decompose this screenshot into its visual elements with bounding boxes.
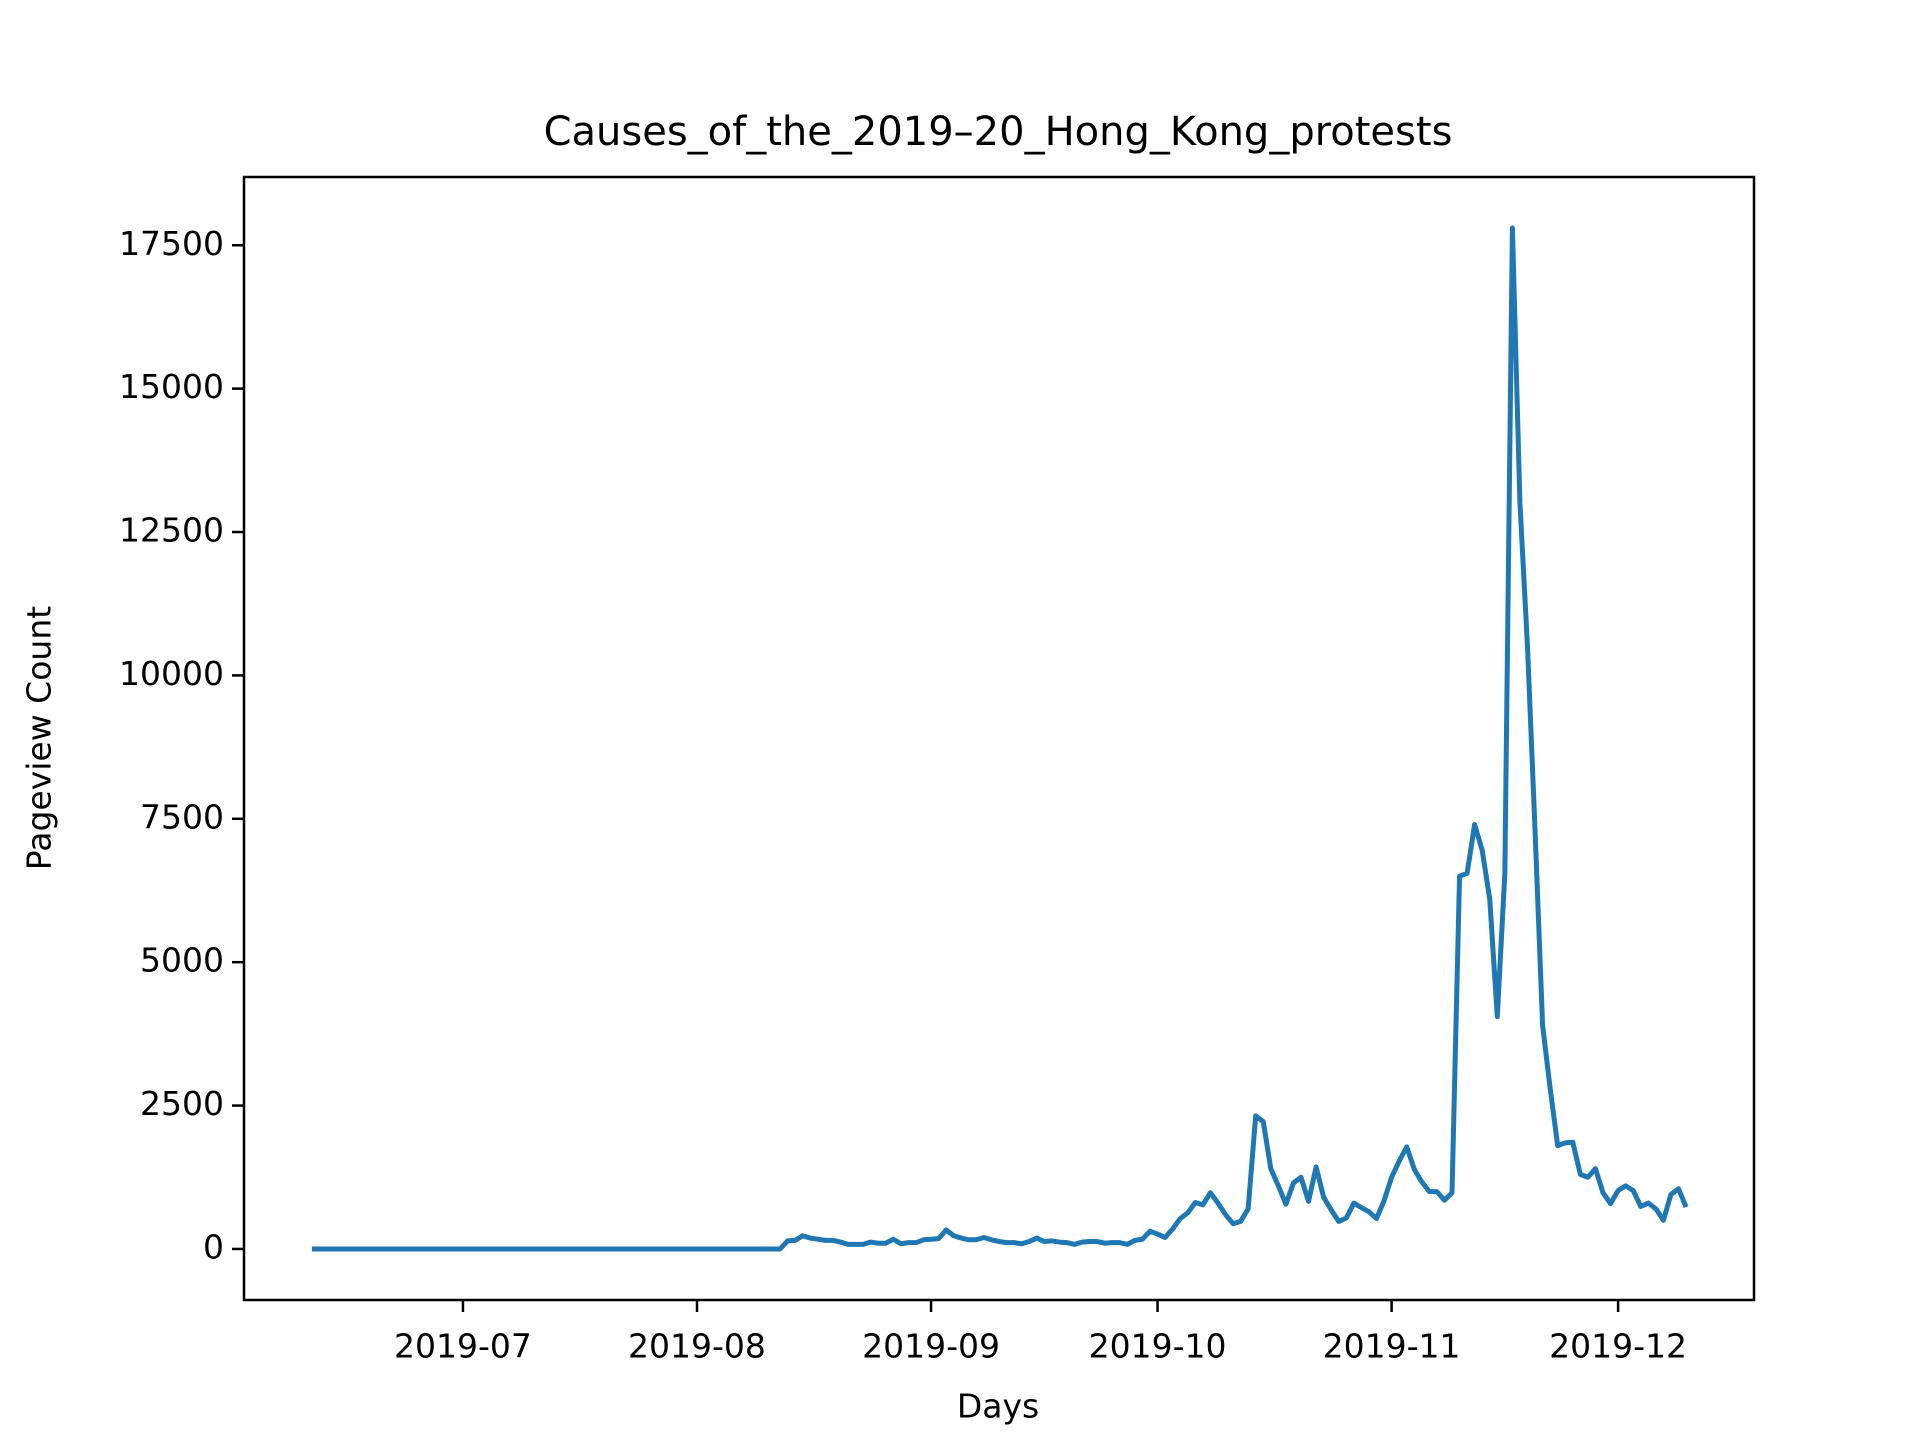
chart-title: Causes_of_the_2019–20_Hong_Kong_protests [544,109,1453,155]
y-tick-label: 0 [203,1227,224,1266]
y-tick-label: 15000 [119,367,224,406]
x-tick-label: 2019-11 [1323,1327,1461,1366]
axes-frame [242,175,1756,1302]
x-tick-label: 2019-07 [394,1327,532,1366]
y-tick-label: 7500 [140,797,224,836]
x-tick-label: 2019-12 [1549,1327,1687,1366]
x-tick-label: 2019-08 [628,1327,766,1366]
y-tick-label: 10000 [119,654,224,693]
x-tick-label: 2019-10 [1089,1327,1227,1366]
data-line [311,225,1689,1252]
y-tick-label: 12500 [119,511,224,550]
x-tick-label: 2019-09 [862,1327,1000,1366]
y-tick-label: 5000 [140,941,224,980]
y-tick-label: 17500 [119,224,224,263]
y-tick-label: 2500 [140,1084,224,1123]
x-axis-label: Days [957,1387,1039,1426]
y-axis-label: Pageview Count [20,606,59,870]
